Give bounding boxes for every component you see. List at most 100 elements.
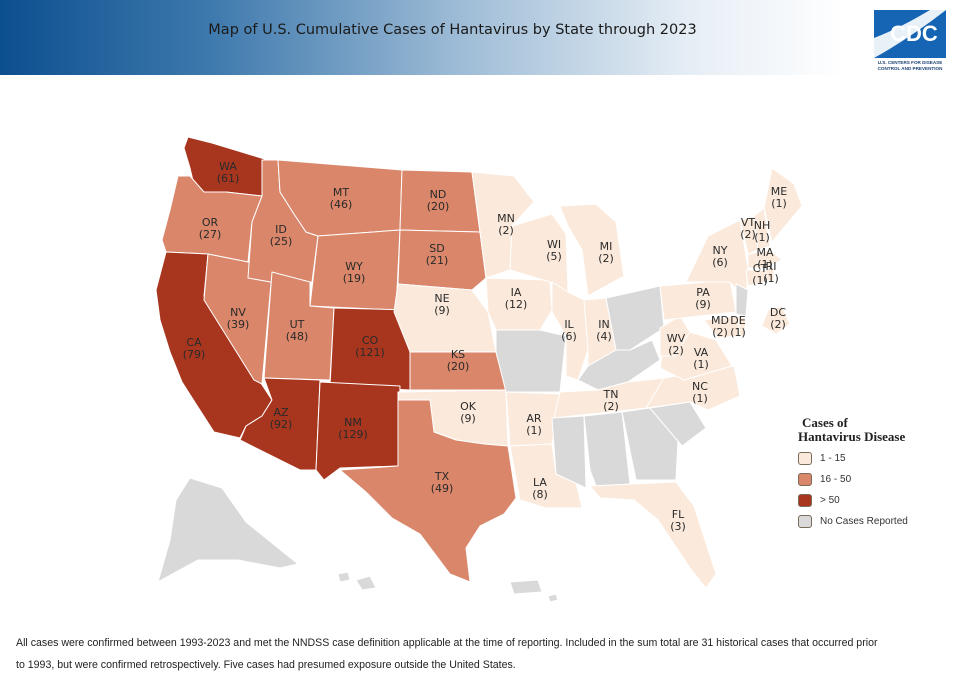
state-label-mt: MT (333, 186, 349, 199)
state-label-ma: MA (756, 246, 773, 259)
state-cases-tx: (49) (431, 482, 454, 495)
state-cases-ne: (9) (434, 304, 450, 317)
state-al (583, 411, 631, 487)
state-label-co: CO (362, 334, 379, 347)
legend-label: 16 - 50 (820, 474, 852, 485)
state-vi (547, 593, 559, 603)
state-cases-az: (92) (270, 418, 293, 431)
state-label-nd: ND (430, 188, 447, 201)
state-cases-dc: (2) (770, 318, 786, 331)
state-cases-ny: (6) (712, 256, 728, 269)
state-label-ca: CA (186, 336, 202, 349)
state-mi (559, 203, 625, 297)
legend-label: No Cases Reported (820, 516, 908, 527)
state-label-dc: DC (770, 306, 786, 319)
state-cases-wa: (61) (217, 172, 240, 185)
state-label-pa: PA (696, 286, 710, 299)
footnote-line: All cases were confirmed between 1993-20… (16, 637, 878, 649)
state-label-va: VA (694, 346, 709, 359)
state-label-mn: MN (497, 212, 515, 225)
state-nv (203, 253, 273, 385)
state-label-wa: WA (219, 160, 237, 173)
legend-item: 1 - 15 (798, 452, 958, 465)
footnote-line: to 1993, but were confirmed retrospectiv… (16, 659, 516, 671)
state-cases-fl: (3) (670, 520, 686, 533)
state-cases-mt: (46) (330, 198, 353, 211)
state-la (509, 443, 583, 509)
state-ma (747, 249, 783, 269)
state-label-la: LA (533, 476, 547, 489)
state-label-ar: AR (526, 412, 542, 425)
state-label-md: MD (711, 314, 729, 327)
state-label-or: OR (202, 216, 219, 229)
logo-text: CDC (890, 21, 938, 46)
legend-item: No Cases Reported (798, 515, 958, 528)
state-de (737, 315, 747, 339)
state-ga (621, 407, 679, 481)
page-title: Map of U.S. Cumulative Cases of Hantavir… (208, 22, 697, 38)
state-hi (355, 575, 377, 591)
state-label-ks: KS (451, 348, 465, 361)
state-label-ut: UT (290, 318, 305, 331)
legend-swatch (798, 515, 812, 528)
state-cases-nd: (20) (427, 200, 450, 213)
state-cases-nh: (1) (754, 231, 770, 244)
state-cases-wv: (2) (668, 344, 684, 357)
state-nj (735, 283, 749, 317)
state-or (161, 175, 263, 263)
state-cases-ks: (20) (447, 360, 470, 373)
state-label-tx: TX (434, 470, 450, 483)
state-label-ok: OK (460, 400, 477, 413)
legend-swatch (798, 473, 812, 486)
state-label-tn: TN (603, 388, 619, 401)
state-label-nm: NM (344, 416, 362, 429)
state-cases-co: (121) (355, 346, 385, 359)
state-label-de: DE (730, 314, 745, 327)
state-label-nc: NC (692, 380, 708, 393)
state-label-ia: IA (511, 286, 522, 299)
state-label-ri: RI (766, 260, 777, 273)
state-dc (761, 305, 791, 335)
state-pr (509, 579, 543, 595)
state-nm (315, 381, 401, 481)
state-label-wy: WY (345, 260, 363, 273)
state-cases-ar: (1) (526, 424, 542, 437)
state-nc (645, 365, 741, 411)
state-cases-de: (1) (730, 326, 746, 339)
state-cases-nc: (1) (692, 392, 708, 405)
state-tx (339, 399, 517, 583)
state-nh (753, 207, 771, 251)
legend-item: > 50 (798, 494, 958, 507)
state-cases-md: (2) (712, 326, 728, 339)
state-cases-or: (27) (199, 228, 222, 241)
state-label-me: ME (771, 185, 787, 198)
state-cases-ok: (9) (460, 412, 476, 425)
state-ms (551, 415, 587, 489)
state-label-az: AZ (273, 406, 289, 419)
legend-swatch (798, 494, 812, 507)
state-sd (397, 229, 487, 291)
header-banner (0, 0, 959, 75)
state-cases-pa: (9) (695, 298, 711, 311)
state-me (763, 167, 803, 243)
state-label-vt: VT (741, 216, 756, 229)
state-label-id: ID (275, 223, 287, 236)
state-cases-id: (25) (270, 235, 293, 248)
cdc-logo: CDC U.S. CENTERS FOR DISEASE CONTROL AND… (870, 8, 950, 72)
state-cases-va: (1) (693, 358, 709, 371)
state-fl (589, 481, 717, 589)
state-ak (157, 477, 299, 583)
state-cases-in: (4) (596, 330, 612, 343)
state-label-ny: NY (713, 244, 728, 257)
state-label-mi: MI (600, 240, 613, 253)
state-oh (605, 285, 665, 351)
us-map: WA (61) OR (27) CA (79) ID (25) NV (39) MT (46) WY (1… (0, 75, 959, 620)
state-label-ct: CT (753, 262, 768, 275)
state-label-fl: FL (672, 508, 685, 521)
state-cases-nv: (39) (227, 318, 250, 331)
state-cases-wi: (5) (546, 250, 562, 263)
state-cases-sd: (21) (426, 254, 449, 267)
state-cases-tn: (2) (603, 400, 619, 413)
legend-title: Cases of Hantavirus Disease (798, 415, 906, 444)
state-cases-mi: (2) (598, 252, 614, 265)
